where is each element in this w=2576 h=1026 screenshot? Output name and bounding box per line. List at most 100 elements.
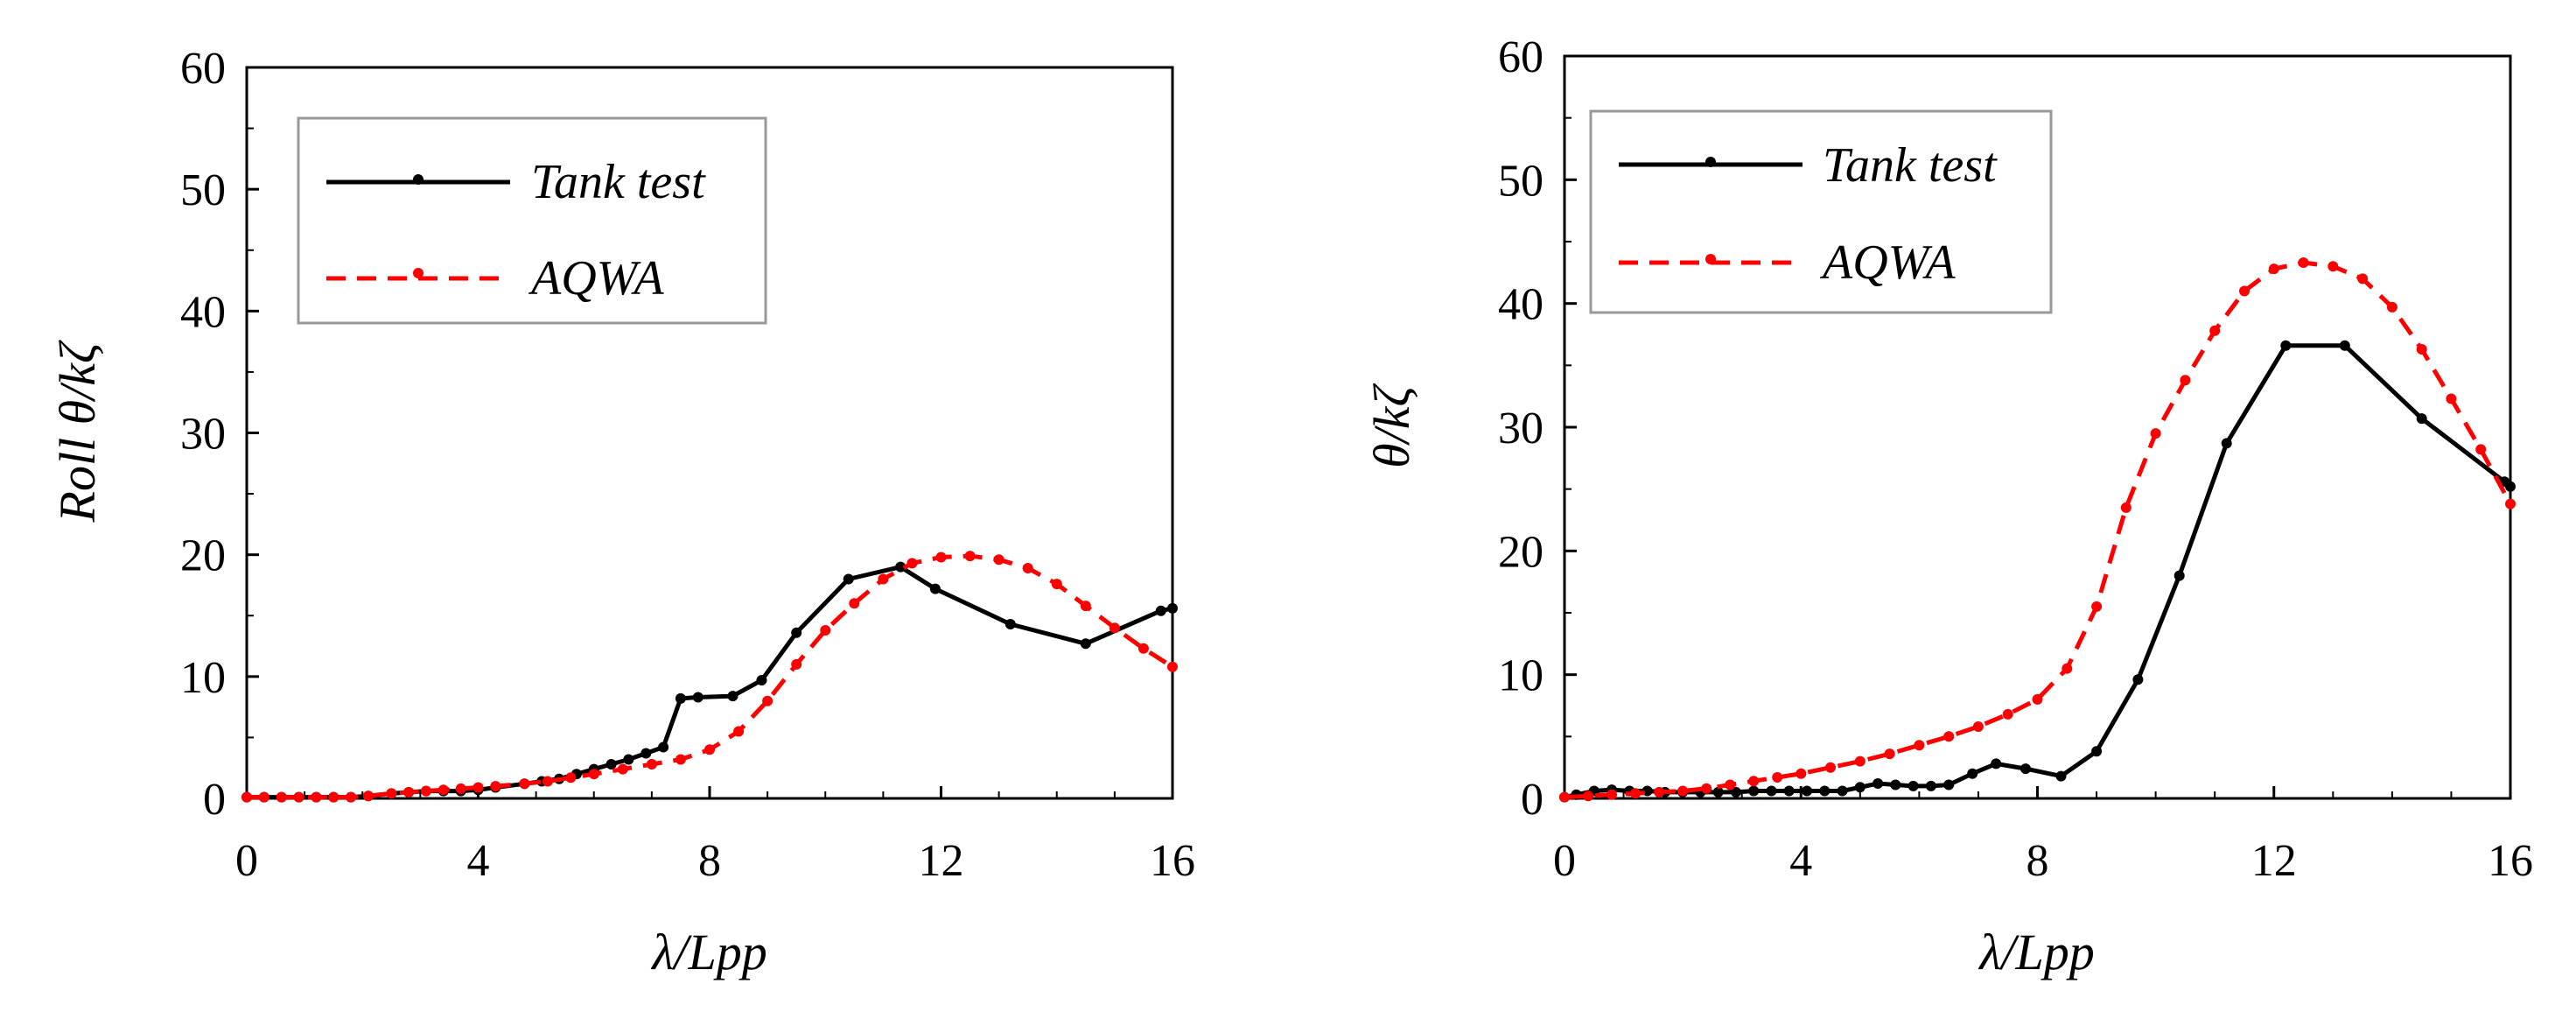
data-point-aqwa bbox=[993, 554, 1004, 566]
data-point-tank bbox=[843, 573, 854, 585]
y-tick-label: 40 bbox=[180, 287, 226, 337]
data-point-aqwa bbox=[386, 788, 397, 799]
legend-marker-aqwa bbox=[1705, 254, 1716, 264]
data-point-tank bbox=[1991, 758, 2002, 770]
data-point-tank bbox=[1783, 785, 1795, 797]
legend-frame bbox=[1589, 109, 2053, 314]
data-point-tank bbox=[2416, 413, 2427, 425]
data-point-tank bbox=[1819, 785, 1830, 797]
legend-marker-tank bbox=[1705, 157, 1716, 167]
data-point-aqwa bbox=[1080, 601, 1091, 612]
legend: Tank test AQWA bbox=[297, 116, 767, 325]
data-point-tank bbox=[1712, 786, 1724, 798]
data-point-tank bbox=[2174, 570, 2185, 581]
plot-series bbox=[1559, 257, 2516, 803]
data-point-tank bbox=[658, 741, 669, 753]
data-point-aqwa bbox=[2032, 693, 2043, 705]
series-line-tank bbox=[247, 565, 1173, 800]
data-point-aqwa bbox=[906, 558, 918, 569]
data-point-tank bbox=[1837, 785, 1848, 797]
data-point-aqwa bbox=[762, 695, 774, 706]
y-tick-label: 40 bbox=[1498, 280, 1544, 330]
data-point-aqwa bbox=[2505, 498, 2516, 509]
data-point-tank bbox=[2091, 746, 2103, 757]
data-point-tank bbox=[1766, 785, 1777, 797]
data-point-aqwa bbox=[935, 552, 947, 563]
data-point-tank bbox=[1943, 779, 1955, 791]
y-axis-title: Roll θ/kζ bbox=[49, 340, 106, 524]
data-point-aqwa bbox=[1914, 740, 1925, 751]
legend-label-aqwa: AQWA bbox=[1819, 235, 1956, 290]
data-point-aqwa bbox=[2475, 444, 2487, 455]
data-point-aqwa bbox=[258, 791, 270, 803]
data-point-aqwa bbox=[1825, 762, 1836, 773]
data-point-aqwa bbox=[362, 791, 374, 802]
data-point-aqwa bbox=[438, 784, 449, 796]
data-point-aqwa bbox=[1725, 779, 1736, 791]
data-point-aqwa bbox=[519, 778, 530, 790]
data-point-aqwa bbox=[1559, 791, 1570, 803]
y-tick-label: 50 bbox=[1498, 156, 1544, 206]
y-axis: 0 10 20 30 40 50 60 bbox=[180, 44, 259, 825]
data-point-aqwa bbox=[2268, 264, 2279, 275]
data-point-aqwa bbox=[1167, 661, 1178, 672]
data-point-tank bbox=[791, 627, 802, 638]
y-tick-label: 0 bbox=[1521, 775, 1544, 825]
data-point-aqwa bbox=[1022, 563, 1033, 573]
data-point-tank bbox=[2339, 340, 2350, 351]
data-point-aqwa bbox=[455, 783, 466, 794]
data-point-aqwa bbox=[1772, 772, 1783, 783]
data-point-aqwa bbox=[2357, 273, 2369, 285]
data-point-aqwa bbox=[646, 759, 657, 770]
data-point-tank bbox=[1802, 785, 1812, 797]
y-tick-label: 60 bbox=[1498, 32, 1544, 82]
x-tick-label: 8 bbox=[2026, 836, 2049, 886]
data-point-tank bbox=[675, 692, 686, 704]
data-point-tank bbox=[2280, 340, 2292, 351]
data-point-aqwa bbox=[588, 769, 599, 780]
data-point-aqwa bbox=[1630, 788, 1642, 799]
x-tick-label: 16 bbox=[1150, 836, 1195, 886]
data-point-aqwa bbox=[1138, 643, 1149, 654]
data-point-tank bbox=[2020, 763, 2031, 775]
roll-chart: 0 10 20 30 40 50 60 0 4 8 12 16 λ/Lpp Roll θ/kζ Ta… bbox=[49, 44, 1195, 980]
data-point-tank bbox=[1967, 768, 1978, 779]
x-tick-label: 4 bbox=[467, 836, 490, 886]
y-tick-label: 10 bbox=[1498, 651, 1544, 701]
data-point-tank bbox=[929, 583, 941, 594]
data-point-aqwa bbox=[2209, 325, 2221, 336]
x-tick-label: 8 bbox=[698, 836, 721, 886]
data-point-aqwa bbox=[617, 763, 628, 775]
legend-label-tank: Tank test bbox=[531, 155, 706, 209]
y-tick-label: 10 bbox=[180, 653, 226, 703]
data-point-aqwa bbox=[565, 772, 577, 784]
data-point-aqwa bbox=[328, 791, 340, 803]
theta-chart: 0 10 20 30 40 50 60 0 4 8 12 16 λ/Lpp θ/kζ Tank te… bbox=[1363, 32, 2533, 980]
data-point-aqwa bbox=[1677, 785, 1689, 797]
data-point-aqwa bbox=[878, 573, 889, 585]
data-point-aqwa bbox=[1972, 721, 1984, 732]
data-point-aqwa bbox=[276, 791, 287, 803]
data-point-aqwa bbox=[311, 791, 322, 803]
data-point-aqwa bbox=[675, 754, 686, 765]
data-point-tank bbox=[1004, 619, 1016, 629]
data-point-aqwa bbox=[2298, 257, 2309, 268]
x-axis: 0 4 8 12 16 bbox=[235, 786, 1195, 886]
data-point-aqwa bbox=[403, 787, 415, 798]
y-tick-label: 60 bbox=[180, 44, 226, 94]
data-point-tank bbox=[1748, 785, 1760, 797]
data-point-aqwa bbox=[542, 776, 553, 787]
legend-label-tank: Tank test bbox=[1823, 138, 1998, 193]
data-point-aqwa bbox=[2180, 375, 2191, 386]
data-point-tank bbox=[1908, 780, 1919, 791]
legend: Tank test AQWA bbox=[1589, 109, 2053, 314]
data-point-aqwa bbox=[1051, 579, 1062, 590]
x-axis: 0 4 8 12 16 bbox=[1553, 786, 2533, 886]
data-point-aqwa bbox=[1884, 748, 1895, 760]
series-line-tank bbox=[1564, 343, 2512, 800]
data-point-aqwa bbox=[2328, 261, 2339, 272]
x-axis-title: λ/Lpp bbox=[1978, 924, 2095, 980]
data-point-aqwa bbox=[2120, 502, 2132, 513]
data-point-aqwa bbox=[242, 791, 252, 803]
